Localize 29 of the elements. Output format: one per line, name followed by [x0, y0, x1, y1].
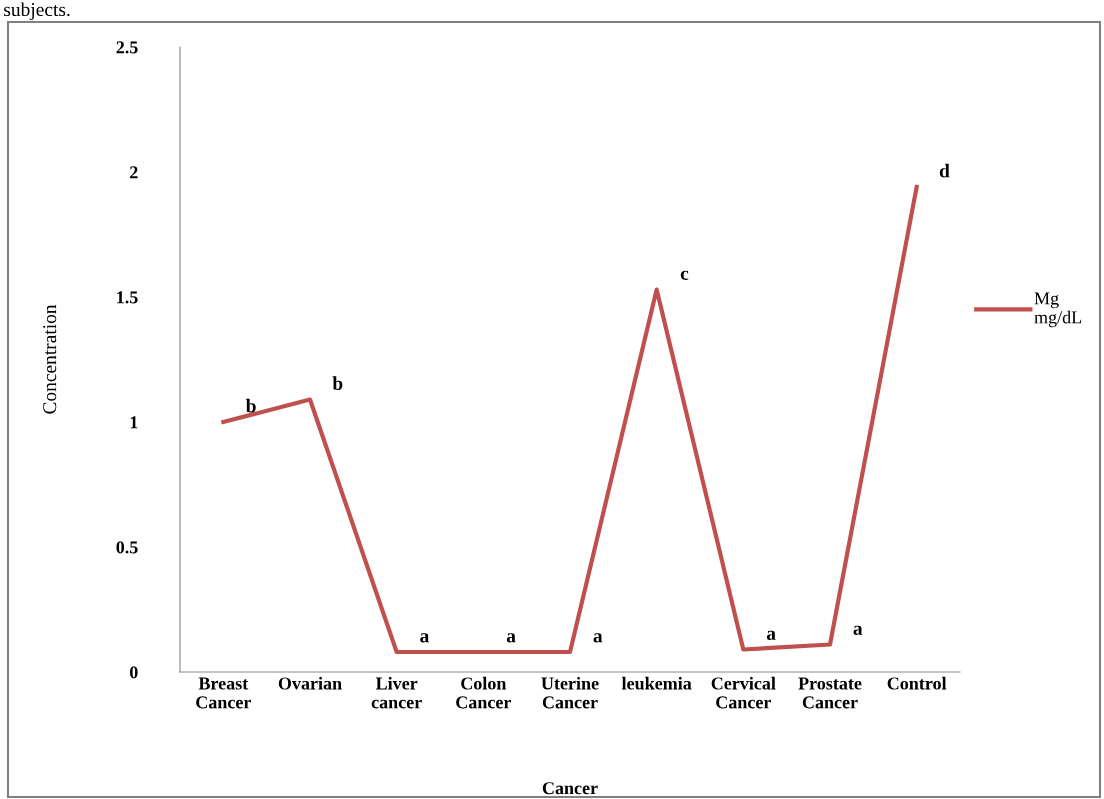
- annotation: a: [853, 625, 863, 635]
- y-tick-label: 2: [130, 166, 138, 179]
- x-axis-title: Cancer: [542, 782, 598, 795]
- annotation: b: [245, 398, 256, 413]
- annotation: c: [680, 270, 689, 280]
- annotation: a: [593, 633, 603, 643]
- y-tick-label: 1.5: [117, 291, 138, 304]
- y-tick-label: 1: [130, 416, 138, 429]
- y-tick-label: 2.5: [116, 41, 138, 54]
- x-tick-label: Control: [887, 676, 947, 690]
- y-tick-label: 0.5: [116, 541, 138, 554]
- annotation: a: [420, 633, 430, 643]
- x-tick-label: Ovarian: [278, 676, 342, 690]
- x-tick-label: Colon Cancer: [456, 676, 512, 709]
- annotation: a: [506, 633, 516, 643]
- x-tick-label: leukemia: [621, 676, 692, 690]
- x-tick-label: Cervical Cancer: [711, 676, 776, 709]
- x-tick-label: Prostate Cancer: [798, 677, 862, 709]
- annotation: a: [766, 630, 776, 640]
- x-tick-label: Liver cancer: [371, 676, 422, 709]
- x-tick-label: Breast Cancer: [196, 677, 252, 709]
- legend-label: Mg mg/dL: [1034, 292, 1082, 328]
- text: subjects.: [4, 2, 70, 21]
- annotation: d: [939, 163, 950, 178]
- x-tick-label: Uterine Cancer: [541, 676, 599, 709]
- annotation: b: [332, 376, 343, 390]
- y-axis-title: Concentration: [43, 304, 57, 414]
- line-series: [221, 184, 919, 655]
- y-tick-label: 0: [129, 666, 138, 679]
